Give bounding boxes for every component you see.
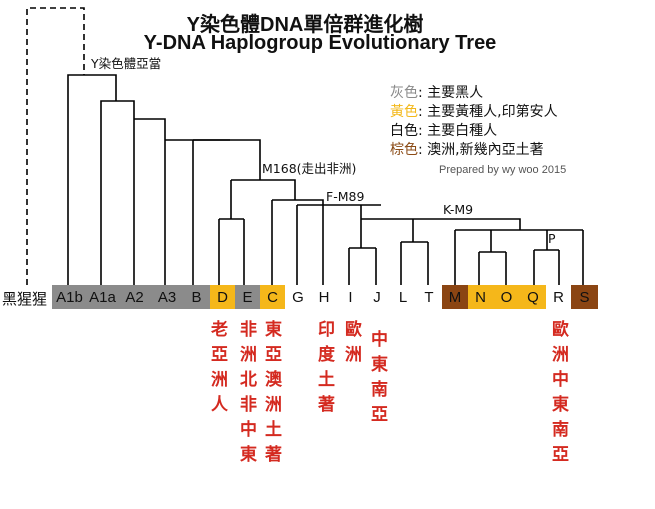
tree-branch-f xyxy=(296,204,381,285)
haplogroup-cell-m: M xyxy=(442,285,468,309)
tree-branch-k2 xyxy=(454,229,567,285)
legend-key: 灰色 xyxy=(390,85,418,101)
legend-item-gray: 灰色: 主要黑人 xyxy=(390,84,558,103)
region-label-e: 非洲北非中東 xyxy=(236,320,256,470)
tree-branch-nop xyxy=(478,230,507,285)
legend-desc: 澳洲,新幾內亞土著 xyxy=(427,142,544,158)
haplogroup-cell-a3: A3 xyxy=(151,285,183,309)
haplogroup-cell-g: G xyxy=(285,285,311,309)
haplogroup-cell-n: N xyxy=(468,285,493,309)
legend-item-brown: 棕色: 澳洲,新幾內亞土著 xyxy=(390,141,558,160)
region-label-d: 老亞洲人 xyxy=(207,320,227,420)
legend-item-white: 白色: 主要白種人 xyxy=(390,122,558,141)
node-label-m168: M168(走出非洲) xyxy=(262,161,357,176)
haplogroup-cell-a2: A2 xyxy=(118,285,151,309)
legend-desc: 主要黃種人,印第安人 xyxy=(427,104,558,120)
legend-sep: : xyxy=(418,142,428,158)
haplogroup-cell-d: D xyxy=(210,285,235,309)
tree-branch-s xyxy=(567,229,584,285)
legend-key: 黃色 xyxy=(390,104,418,120)
node-label-f-m89: F-M89 xyxy=(326,189,365,204)
tree-branch-p xyxy=(533,230,560,285)
tree-branch-m168 xyxy=(193,139,261,180)
haplogroup-cell-c: C xyxy=(260,285,285,309)
haplogroup-cell-i: I xyxy=(337,285,364,309)
outgroup-label: 黑猩猩 xyxy=(2,290,48,308)
region-label-c: 東亞澳洲土著 xyxy=(261,320,281,470)
legend-key: 白色 xyxy=(390,123,418,139)
haplogroup-cell-q: Q xyxy=(520,285,546,309)
tree-branch-ijk xyxy=(360,205,440,220)
tree-branch-c-f xyxy=(272,199,324,205)
haplogroup-cell-a1b: A1b xyxy=(52,285,87,309)
node-label-k-m9: K-M9 xyxy=(443,202,474,217)
legend-sep: : xyxy=(418,104,428,120)
legend-key: 棕色 xyxy=(390,142,418,158)
legend-sep: : xyxy=(418,85,428,101)
tree-branch-d-e xyxy=(218,218,245,285)
haplogroup-cell-s: S xyxy=(571,285,598,309)
region-label-r: 歐洲中東南亞 xyxy=(548,320,568,470)
tree-branch-y-adam xyxy=(67,74,117,285)
tree-branch-root-dashed xyxy=(26,7,85,285)
region-label-h: 印度土著 xyxy=(314,320,334,420)
haplogroup-cell-o: O xyxy=(493,285,520,309)
region-label-i: 歐洲 xyxy=(341,320,361,370)
haplogroup-cell-r: R xyxy=(546,285,571,309)
tree-branch-k xyxy=(400,219,429,285)
tree-branch-a1a xyxy=(100,100,135,285)
region-label-j: 中東南亞 xyxy=(367,330,387,430)
haplogroup-cell-b: B xyxy=(183,285,210,309)
tree-branch-k-main xyxy=(440,218,521,230)
legend-desc: 主要白種人 xyxy=(427,123,498,139)
credit-text: Prepared by wy woo 2015 xyxy=(439,164,567,176)
haplogroup-cell-h: H xyxy=(311,285,337,309)
haplogroup-cell-j: J xyxy=(364,285,390,309)
legend-item-yellow: 黃色: 主要黃種人,印第安人 xyxy=(390,103,558,122)
tree-branch-ij xyxy=(348,219,377,285)
tree-branch-a2-split xyxy=(134,118,166,140)
haplogroup-cell-e: E xyxy=(235,285,260,309)
legend-desc: 主要黑人 xyxy=(427,85,484,101)
haplogroup-strip: A1b A1a A2 A3 B D E C G H I J L T M N O Q R S xyxy=(52,285,598,309)
haplogroup-cell-a1a: A1a xyxy=(87,285,118,309)
node-label-y-adam: Y染色體亞當 xyxy=(91,56,162,71)
title-chinese: Y染色體DNA單倍群進化樹 xyxy=(186,14,424,36)
title-english: Y-DNA Haplogroup Evolutionary Tree xyxy=(143,32,497,54)
haplogroup-cell-l: L xyxy=(390,285,416,309)
legend-sep: : xyxy=(418,123,428,139)
node-label-p: P xyxy=(548,231,556,246)
tree-branch-de-cf xyxy=(231,179,296,200)
haplogroup-cell-t: T xyxy=(416,285,442,309)
legend: 灰色: 主要黑人 黃色: 主要黃種人,印第安人 白色: 主要白種人 棕色: 澳洲… xyxy=(390,84,558,160)
